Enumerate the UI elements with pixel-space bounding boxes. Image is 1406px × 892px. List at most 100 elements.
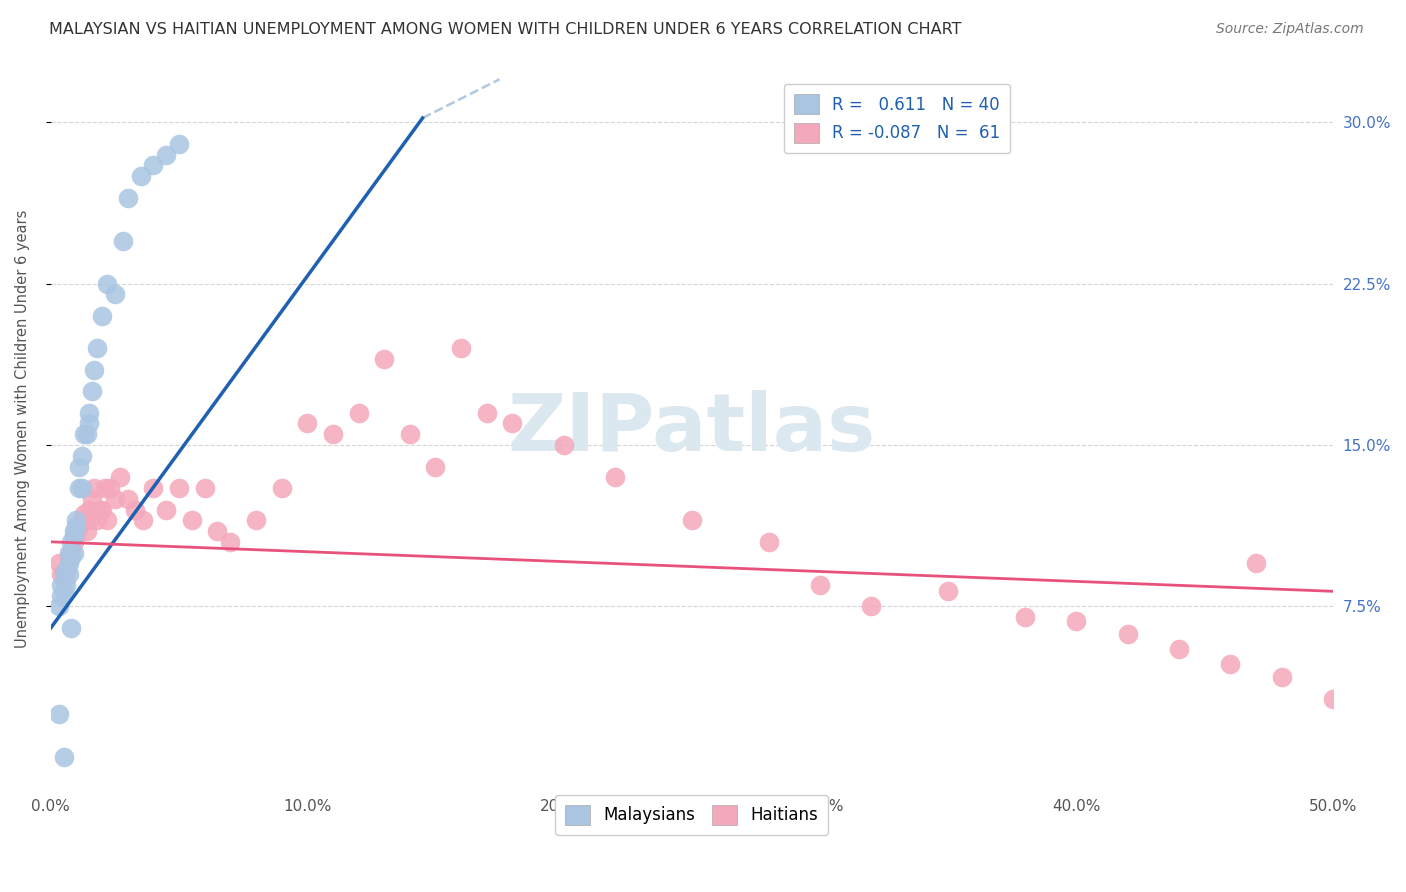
Point bbox=[58, 549, 80, 564]
Point bbox=[142, 158, 165, 172]
Point bbox=[155, 147, 177, 161]
Point bbox=[49, 567, 72, 582]
Point bbox=[65, 513, 87, 527]
Point bbox=[48, 599, 70, 614]
Point bbox=[65, 528, 87, 542]
Point bbox=[936, 584, 959, 599]
Point bbox=[1116, 627, 1139, 641]
Point bbox=[142, 481, 165, 495]
Point bbox=[60, 545, 83, 559]
Point bbox=[58, 557, 80, 571]
Point bbox=[60, 621, 83, 635]
Point bbox=[117, 191, 139, 205]
Point bbox=[104, 287, 127, 301]
Text: ZIPatlas: ZIPatlas bbox=[508, 390, 876, 468]
Point bbox=[167, 136, 190, 151]
Point bbox=[91, 502, 114, 516]
Point bbox=[111, 234, 134, 248]
Point bbox=[79, 513, 101, 527]
Point bbox=[373, 351, 395, 366]
Point bbox=[60, 549, 83, 564]
Point bbox=[65, 520, 87, 534]
Point bbox=[52, 571, 75, 585]
Point bbox=[219, 534, 242, 549]
Point bbox=[1168, 642, 1191, 657]
Point bbox=[79, 417, 101, 431]
Point bbox=[65, 524, 87, 538]
Point bbox=[96, 277, 118, 291]
Point bbox=[52, 750, 75, 764]
Point bbox=[297, 417, 319, 431]
Point bbox=[180, 513, 202, 527]
Y-axis label: Unemployment Among Women with Children Under 6 years: Unemployment Among Women with Children U… bbox=[15, 210, 30, 648]
Point bbox=[80, 384, 103, 399]
Point bbox=[80, 491, 103, 506]
Point bbox=[76, 524, 98, 538]
Point bbox=[70, 449, 93, 463]
Point bbox=[48, 706, 70, 721]
Point bbox=[398, 427, 420, 442]
Point bbox=[70, 481, 93, 495]
Point bbox=[553, 438, 575, 452]
Point bbox=[76, 427, 98, 442]
Point bbox=[132, 513, 155, 527]
Point bbox=[270, 481, 292, 495]
Point bbox=[475, 406, 498, 420]
Point bbox=[1066, 615, 1088, 629]
Point bbox=[63, 524, 86, 538]
Point bbox=[860, 599, 883, 614]
Point bbox=[167, 481, 190, 495]
Point bbox=[89, 502, 111, 516]
Point bbox=[52, 584, 75, 599]
Point bbox=[129, 169, 152, 183]
Point bbox=[49, 578, 72, 592]
Point bbox=[425, 459, 447, 474]
Point bbox=[83, 481, 105, 495]
Point bbox=[67, 459, 90, 474]
Point bbox=[73, 427, 96, 442]
Point bbox=[63, 545, 86, 559]
Point bbox=[58, 545, 80, 559]
Point bbox=[98, 481, 121, 495]
Point bbox=[48, 557, 70, 571]
Point bbox=[93, 481, 115, 495]
Point bbox=[52, 567, 75, 582]
Point bbox=[86, 513, 108, 527]
Legend: Malaysians, Haitians: Malaysians, Haitians bbox=[555, 795, 828, 835]
Point bbox=[1219, 657, 1241, 672]
Point bbox=[63, 528, 86, 542]
Point bbox=[117, 491, 139, 506]
Point bbox=[1244, 557, 1267, 571]
Point bbox=[67, 481, 90, 495]
Point bbox=[155, 502, 177, 516]
Point bbox=[603, 470, 626, 484]
Point bbox=[207, 524, 229, 538]
Point bbox=[124, 502, 146, 516]
Point bbox=[86, 341, 108, 355]
Point bbox=[1270, 670, 1292, 684]
Point bbox=[49, 589, 72, 603]
Point bbox=[60, 534, 83, 549]
Point bbox=[55, 563, 77, 577]
Point bbox=[808, 578, 831, 592]
Point bbox=[91, 309, 114, 323]
Point bbox=[63, 534, 86, 549]
Point bbox=[70, 513, 93, 527]
Point bbox=[194, 481, 217, 495]
Point bbox=[681, 513, 703, 527]
Point bbox=[104, 491, 127, 506]
Point bbox=[245, 513, 267, 527]
Point bbox=[96, 513, 118, 527]
Point bbox=[55, 563, 77, 577]
Point bbox=[79, 406, 101, 420]
Point bbox=[73, 507, 96, 521]
Point bbox=[83, 362, 105, 376]
Point bbox=[58, 567, 80, 582]
Point bbox=[347, 406, 370, 420]
Point bbox=[79, 502, 101, 516]
Point bbox=[450, 341, 472, 355]
Point bbox=[322, 427, 344, 442]
Point bbox=[67, 520, 90, 534]
Point bbox=[501, 417, 523, 431]
Point bbox=[108, 470, 131, 484]
